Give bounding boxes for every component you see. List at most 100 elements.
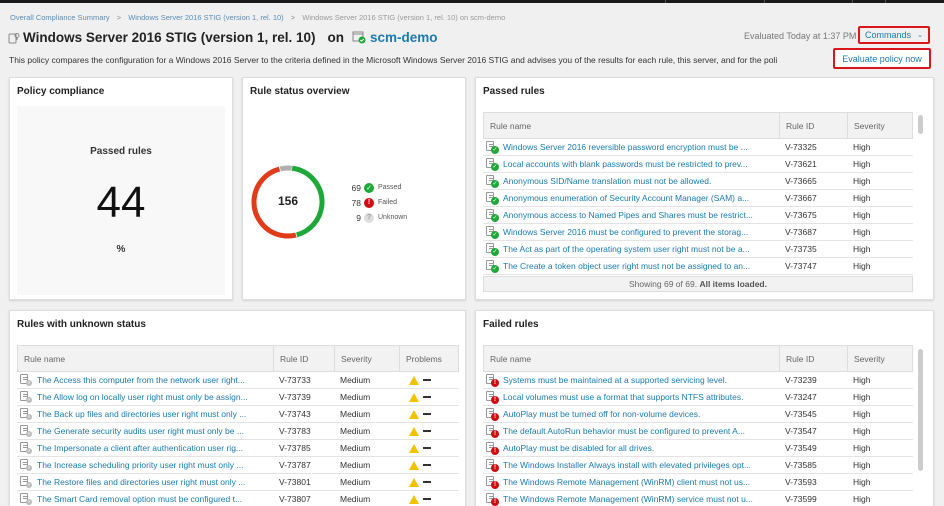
legend-item-failed[interactable]: 78 ! Failed	[339, 195, 407, 210]
table-row[interactable]: ! AutoPlay must be turned off for non-vol…	[483, 406, 913, 423]
policy-compliance-card: Policy compliance Passed rules 44 %	[9, 77, 233, 300]
warning-icon[interactable]	[409, 494, 419, 504]
table-row[interactable]: ? The Restore files and directories user …	[17, 474, 459, 491]
warning-icon[interactable]	[409, 443, 419, 453]
column-header-rule-name[interactable]: Rule name	[18, 346, 274, 371]
column-header-rule-id[interactable]: Rule ID	[780, 113, 848, 138]
column-header-rule-id[interactable]: Rule ID	[274, 346, 335, 371]
rule-passed-icon: ✓	[485, 157, 499, 171]
severity-cell: High	[853, 159, 871, 169]
rule-link[interactable]: The Windows Remote Management (WinRM) cl…	[503, 477, 751, 487]
rule-link[interactable]: The Smart Card removal option must be co…	[37, 494, 243, 504]
table-row[interactable]: ! Systems must be maintained at a support…	[483, 372, 913, 389]
breadcrumb-link-summary[interactable]: Overall Compliance Summary	[10, 13, 110, 22]
table-row[interactable]: ✓ Anonymous enumeration of Security Accou…	[483, 190, 913, 207]
column-header-rule-name[interactable]: Rule name	[484, 346, 780, 371]
node-link[interactable]: scm-demo	[370, 29, 438, 45]
commands-dropdown[interactable]: Commands ⌄	[858, 26, 930, 44]
table-row[interactable]: ! The default AutoRun behavior must be co…	[483, 423, 913, 440]
table-row[interactable]: ✓ Local accounts with blank passwords mus…	[483, 156, 913, 173]
table-row[interactable]: ✓ Anonymous access to Named Pipes and Sha…	[483, 207, 913, 224]
column-header-rule-name[interactable]: Rule name	[484, 113, 780, 138]
warning-icon[interactable]	[409, 392, 419, 402]
rule-link[interactable]: Anonymous access to Named Pipes and Shar…	[503, 210, 753, 220]
rule-link[interactable]: Windows Server 2016 reversible password …	[503, 142, 748, 152]
column-header-rule-id[interactable]: Rule ID	[780, 346, 848, 371]
rule-name-cell: ? The Impersonate a client after authenti…	[17, 441, 273, 455]
rule-link[interactable]: The Restore files and directories user r…	[37, 477, 246, 487]
legend-count: 78	[351, 197, 361, 208]
rule-link[interactable]: Local volumes must use a format that sup…	[503, 392, 744, 402]
rule-link[interactable]: The Increase scheduling priority user ri…	[37, 460, 244, 470]
legend-count: 9	[356, 212, 361, 223]
rule-link[interactable]: Anonymous SID/Name translation must not …	[503, 176, 712, 186]
rule-link[interactable]: Local accounts with blank passwords must…	[503, 159, 748, 169]
rule-link[interactable]: The Allow log on locally user right must…	[37, 392, 248, 402]
rule-link[interactable]: The Create a token object user right mus…	[503, 261, 751, 271]
table-row[interactable]: ! The Windows Remote Management (WinRM) s…	[483, 491, 913, 506]
rule-id-cell: V-73667	[785, 193, 817, 203]
table-row[interactable]: ? The Allow log on locally user right mus…	[17, 389, 459, 406]
table-row[interactable]: ✓ Anonymous SID/Name translation must not…	[483, 173, 913, 190]
rule-name-cell: ! Local volumes must use a format that su…	[483, 390, 779, 404]
table-row[interactable]: ? The Back up files and directories user …	[17, 406, 459, 423]
table-row[interactable]: ! The Windows Installer Always install wi…	[483, 457, 913, 474]
card-title: Rules with unknown status	[17, 319, 146, 330]
dash-icon	[423, 430, 431, 432]
table-row[interactable]: ! The Windows Remote Management (WinRM) c…	[483, 474, 913, 491]
rule-link[interactable]: The default AutoRun behavior must be con…	[503, 426, 745, 436]
footer-status: All items loaded.	[699, 279, 767, 289]
warning-icon[interactable]	[409, 477, 419, 487]
rule-link[interactable]: AutoPlay must be turned off for non-volu…	[503, 409, 701, 419]
rule-status-donut-chart[interactable]	[250, 164, 326, 240]
rule-link[interactable]: The Windows Installer Always install wit…	[503, 460, 752, 470]
rule-link[interactable]: Systems must be maintained at a supporte…	[503, 375, 727, 385]
problems-cell	[399, 409, 459, 419]
warning-icon[interactable]	[409, 375, 419, 385]
legend-item-passed[interactable]: 69 ✓ Passed	[339, 180, 407, 195]
table-row[interactable]: ? The Access this computer from the netwo…	[17, 372, 459, 389]
breadcrumb-link-policy[interactable]: Windows Server 2016 STIG (version 1, rel…	[128, 13, 284, 22]
rule-link[interactable]: The Access this computer from the networ…	[37, 375, 245, 385]
rule-link[interactable]: The Impersonate a client after authentic…	[37, 443, 244, 453]
rule-link[interactable]: The Act as part of the operating system …	[503, 244, 750, 254]
column-header-severity[interactable]: Severity	[854, 120, 885, 131]
table-row[interactable]: ? The Generate security audits user right…	[17, 423, 459, 440]
rule-link[interactable]: Windows Server 2016 must be configured t…	[503, 227, 749, 237]
table-row[interactable]: ! AutoPlay must be disabled for all drive…	[483, 440, 913, 457]
table-row[interactable]: ✓ Windows Server 2016 reversible password…	[483, 139, 913, 156]
evaluate-policy-now-menu-item[interactable]: Evaluate policy now	[833, 48, 931, 69]
rule-link[interactable]: AutoPlay must be disabled for all drives…	[503, 443, 655, 453]
commands-label: Commands	[865, 30, 912, 40]
severity-cell: High	[853, 176, 871, 186]
column-header-severity[interactable]: Severity	[335, 346, 400, 371]
rule-failed-icon: !	[485, 492, 499, 506]
rule-link[interactable]: Anonymous enumeration of Security Accoun…	[503, 193, 750, 203]
table-row[interactable]: ! Local volumes must use a format that su…	[483, 389, 913, 406]
rule-id-cell: V-73545	[785, 409, 817, 419]
column-header-problems[interactable]: Problems	[406, 353, 442, 364]
table-row[interactable]: ✓ The Act as part of the operating system…	[483, 241, 913, 258]
table-row[interactable]: ✓ The Create a token object user right mu…	[483, 258, 913, 275]
rule-link[interactable]: The Back up files and directories user r…	[37, 409, 247, 419]
rule-link[interactable]: The Windows Remote Management (WinRM) se…	[503, 494, 753, 504]
rule-id-cell: V-73547	[785, 426, 817, 436]
table-row[interactable]: ? The Smart Card removal option must be c…	[17, 491, 459, 506]
table-row[interactable]: ? The Impersonate a client after authenti…	[17, 440, 459, 457]
donut-segment-failed[interactable]	[250, 164, 326, 240]
rule-id-cell: V-73585	[785, 460, 817, 470]
column-header-severity[interactable]: Severity	[854, 353, 885, 364]
warning-icon[interactable]	[409, 426, 419, 436]
warning-icon[interactable]	[409, 460, 419, 470]
top-bar	[0, 0, 944, 3]
severity-cell: Medium	[340, 477, 371, 487]
warning-icon[interactable]	[409, 409, 419, 419]
scrollbar[interactable]	[918, 115, 923, 134]
policy-description: This policy compares the configuration f…	[9, 55, 778, 65]
table-row[interactable]: ? The Increase scheduling priority user r…	[17, 457, 459, 474]
legend-item-unknown[interactable]: 9 ? Unknown	[339, 210, 407, 225]
scrollbar[interactable]	[918, 349, 923, 471]
rule-passed-icon: ✓	[485, 259, 499, 273]
rule-link[interactable]: The Generate security audits user right …	[37, 426, 244, 436]
table-row[interactable]: ✓ Windows Server 2016 must be configured …	[483, 224, 913, 241]
